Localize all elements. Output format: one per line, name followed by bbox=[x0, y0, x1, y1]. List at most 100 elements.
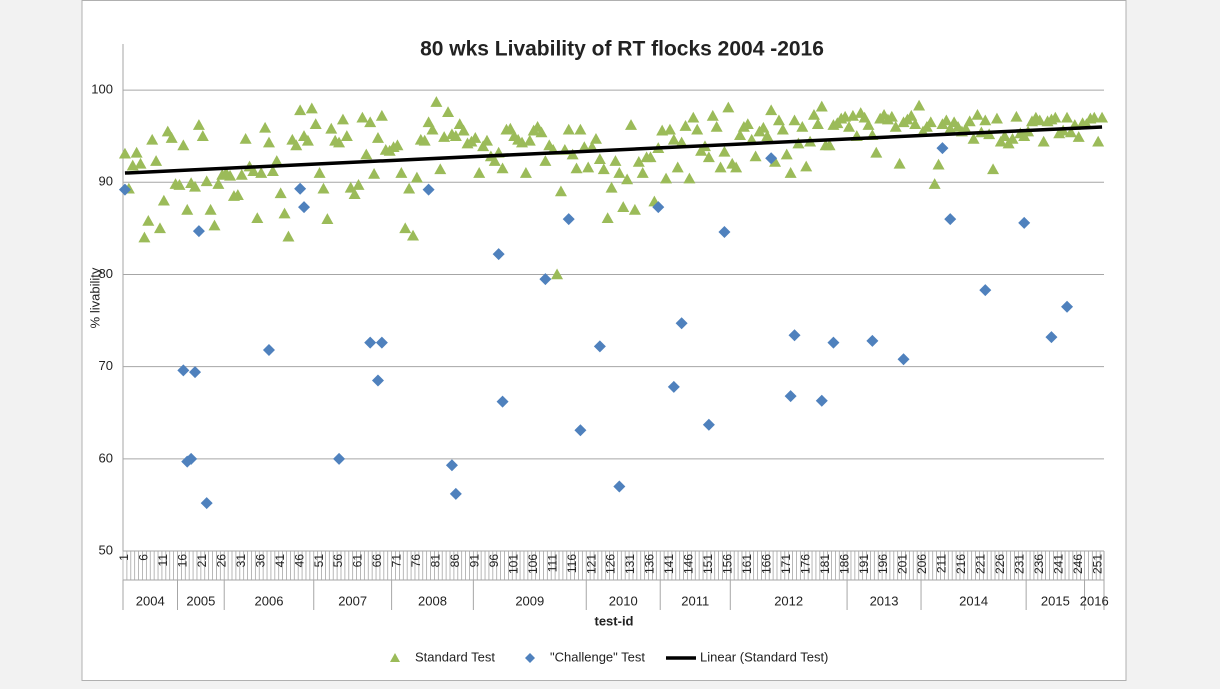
point bbox=[445, 459, 458, 472]
legend-swatch bbox=[390, 653, 400, 662]
point bbox=[375, 109, 388, 121]
point bbox=[683, 172, 696, 184]
point bbox=[403, 182, 416, 194]
point bbox=[562, 213, 575, 226]
year-label: 2008 bbox=[418, 593, 447, 608]
year-label: 2016 bbox=[1080, 593, 1109, 608]
point bbox=[407, 229, 420, 241]
point bbox=[418, 134, 431, 146]
point bbox=[1006, 132, 1019, 144]
point bbox=[138, 231, 151, 243]
point bbox=[769, 155, 782, 167]
x-tick-label: 156 bbox=[721, 554, 735, 574]
point bbox=[1088, 111, 1101, 123]
point bbox=[364, 116, 377, 128]
point bbox=[889, 120, 902, 132]
point bbox=[492, 248, 505, 261]
point bbox=[321, 213, 334, 224]
point bbox=[625, 119, 638, 130]
point bbox=[936, 142, 949, 155]
point bbox=[897, 353, 910, 366]
point bbox=[274, 187, 287, 199]
point bbox=[593, 340, 606, 353]
point bbox=[741, 118, 754, 129]
x-tick-label: 91 bbox=[467, 554, 481, 568]
point bbox=[784, 167, 797, 178]
point bbox=[422, 116, 435, 128]
y-tick-label: 70 bbox=[99, 358, 113, 373]
point bbox=[913, 99, 926, 111]
point bbox=[609, 155, 622, 166]
point bbox=[523, 134, 536, 146]
point bbox=[539, 273, 552, 286]
x-tick-label: 211 bbox=[935, 554, 949, 573]
point bbox=[130, 146, 143, 158]
point bbox=[730, 161, 743, 173]
point bbox=[298, 201, 311, 214]
year-label: 2009 bbox=[515, 593, 544, 608]
point bbox=[959, 122, 972, 134]
point bbox=[422, 183, 435, 196]
x-axis-label: test-id bbox=[595, 613, 634, 628]
point bbox=[823, 139, 836, 151]
x-tick-label: 246 bbox=[1071, 554, 1085, 574]
point bbox=[667, 380, 680, 393]
point bbox=[231, 189, 244, 200]
x-tick-label: 36 bbox=[253, 554, 267, 568]
point bbox=[570, 162, 583, 174]
point bbox=[858, 111, 871, 123]
point bbox=[313, 167, 326, 178]
point bbox=[442, 106, 455, 118]
point bbox=[866, 334, 879, 347]
point bbox=[1037, 135, 1050, 147]
point bbox=[1018, 216, 1031, 229]
x-tick-label: 126 bbox=[604, 554, 618, 574]
chart-frame bbox=[81, 0, 1127, 681]
x-tick-label: 241 bbox=[1051, 554, 1065, 574]
x-tick-label: 221 bbox=[974, 554, 988, 574]
y-axis-label: % livability bbox=[87, 267, 102, 328]
x-tick-label: 146 bbox=[682, 554, 696, 574]
point bbox=[628, 203, 641, 215]
point bbox=[757, 121, 770, 133]
point bbox=[473, 167, 486, 178]
point bbox=[325, 122, 338, 134]
point bbox=[519, 167, 532, 178]
point bbox=[118, 183, 131, 196]
x-tick-label: 136 bbox=[643, 554, 657, 574]
point bbox=[843, 120, 856, 132]
point bbox=[1061, 111, 1074, 123]
point bbox=[932, 158, 945, 170]
point bbox=[905, 109, 918, 121]
point bbox=[1092, 135, 1105, 147]
point bbox=[784, 390, 797, 403]
point bbox=[449, 487, 462, 500]
point bbox=[994, 135, 1007, 147]
point bbox=[722, 101, 735, 113]
x-tick-label: 26 bbox=[214, 554, 228, 568]
point bbox=[399, 222, 412, 234]
point bbox=[333, 136, 346, 148]
point bbox=[621, 173, 634, 185]
point bbox=[150, 155, 163, 166]
point bbox=[340, 130, 353, 141]
point bbox=[200, 497, 213, 510]
x-tick-label: 41 bbox=[273, 554, 287, 568]
point bbox=[963, 115, 976, 127]
point bbox=[371, 132, 384, 143]
point bbox=[909, 118, 922, 129]
point bbox=[368, 167, 381, 179]
point bbox=[551, 268, 564, 280]
point bbox=[360, 148, 373, 160]
point bbox=[1096, 111, 1109, 123]
point bbox=[192, 119, 205, 130]
legend-label: "Challenge" Test bbox=[550, 649, 645, 664]
point bbox=[496, 162, 509, 174]
point bbox=[146, 133, 159, 145]
point bbox=[333, 452, 346, 465]
point bbox=[364, 336, 377, 349]
year-label: 2013 bbox=[870, 593, 899, 608]
point bbox=[660, 172, 673, 184]
point bbox=[457, 124, 470, 136]
